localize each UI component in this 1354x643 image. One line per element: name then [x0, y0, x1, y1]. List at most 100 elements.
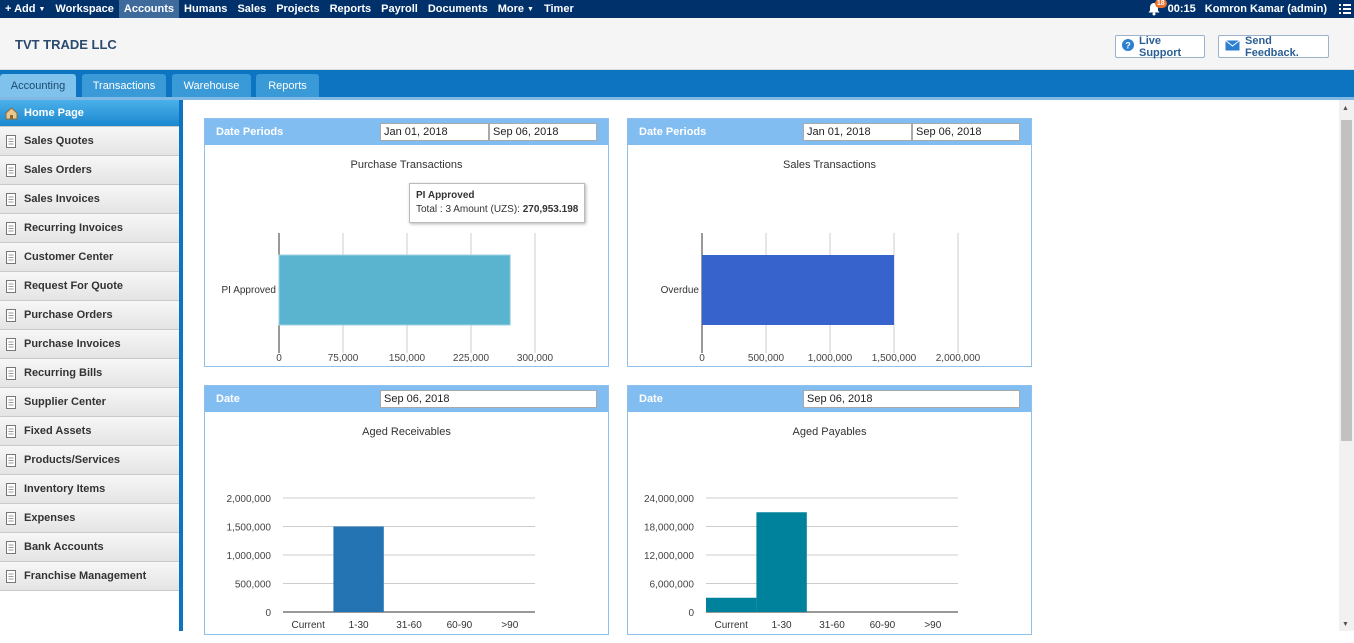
x-tick-label: 0 — [276, 353, 282, 364]
sidebar-item-home-page[interactable]: Home Page — [0, 100, 179, 127]
sidebar-item-supplier-center[interactable]: Supplier Center — [0, 388, 179, 417]
document-icon — [4, 569, 19, 584]
document-icon — [4, 482, 19, 497]
nav-item-label: Accounts — [123, 2, 175, 15]
date-to-input[interactable]: Sep 06, 2018 — [912, 123, 1020, 141]
tab-reports[interactable]: Reports — [256, 74, 319, 97]
y-tick-label: 0 — [265, 608, 271, 619]
x-tick-label: 2,000,000 — [936, 353, 981, 364]
sidebar-item-inventory-items[interactable]: Inventory Items — [0, 475, 179, 504]
sidebar-item-customer-center[interactable]: Customer Center — [0, 243, 179, 272]
notification-count-badge: 18 — [1154, 0, 1167, 8]
date-from-input[interactable]: Jan 01, 2018 — [803, 123, 912, 141]
sidebar-item-sales-orders[interactable]: Sales Orders — [0, 156, 179, 185]
nav-item-label: Documents — [427, 2, 488, 15]
sidebar-item-fixed-assets[interactable]: Fixed Assets — [0, 417, 179, 446]
document-icon — [4, 337, 19, 352]
sidebar-item-label: Bank Accounts — [24, 541, 104, 553]
date-from-input[interactable]: Jan 01, 2018 — [380, 123, 489, 141]
nav-item-documents[interactable]: Documents — [423, 0, 493, 18]
y-tick-label: 0 — [688, 608, 694, 619]
sidebar-item-request-for-quote[interactable]: Request For Quote — [0, 272, 179, 301]
user-menu[interactable]: Komron Kamar (admin) — [1204, 3, 1327, 15]
sales-transactions-panel: Date Periods Jan 01, 2018 Sep 06, 2018 S… — [627, 118, 1032, 367]
list-menu-icon[interactable] — [1338, 2, 1352, 16]
nav-item-workspace[interactable]: Workspace — [50, 0, 119, 18]
sidebar-item-products-services[interactable]: Products/Services — [0, 446, 179, 475]
sidebar-item-recurring-invoices[interactable]: Recurring Invoices — [0, 214, 179, 243]
nav-item-projects[interactable]: Projects — [271, 0, 324, 18]
sidebar-item-label: Expenses — [24, 512, 76, 524]
nav-item-label: Projects — [276, 2, 320, 15]
nav-item-payroll[interactable]: Payroll — [376, 0, 423, 18]
nav-item-timer[interactable]: Timer — [539, 0, 579, 18]
sidebar-item-bank-accounts[interactable]: Bank Accounts — [0, 533, 179, 562]
document-icon — [4, 424, 19, 439]
x-tick-label: 150,000 — [389, 353, 426, 364]
notification-bell-icon[interactable]: 18 — [1147, 0, 1167, 16]
x-tick-label: 1,500,000 — [872, 353, 917, 364]
scroll-up-arrow-icon[interactable]: ▲ — [1342, 105, 1349, 112]
sidebar-item-expenses[interactable]: Expenses — [0, 504, 179, 533]
x-category-label: >90 — [501, 620, 518, 631]
scrollbar-thumb[interactable] — [1341, 120, 1352, 441]
sidebar-item-recurring-bills[interactable]: Recurring Bills — [0, 359, 179, 388]
x-category-label: Current — [292, 620, 326, 631]
tab-accounting[interactable]: Accounting — [0, 74, 76, 97]
bar — [278, 254, 511, 326]
panel-header: Date Periods Jan 01, 2018 Sep 06, 2018 — [628, 119, 1031, 145]
x-category-label: Current — [715, 620, 749, 631]
nav-item-more[interactable]: More ▼ — [493, 0, 539, 18]
sidebar-item-label: Inventory Items — [24, 483, 106, 495]
x-category-label: 1-30 — [349, 620, 369, 631]
help-icon: ? — [1122, 39, 1134, 54]
x-category-label: 60-90 — [447, 620, 473, 631]
sidebar-item-sales-invoices[interactable]: Sales Invoices — [0, 185, 179, 214]
purchase-transactions-chart: 0 75,000 150,000 225,000 300,000 PI Approved — [222, 233, 554, 364]
chart-title: Aged Payables — [792, 426, 867, 438]
date-input[interactable]: Sep 06, 2018 — [803, 390, 1020, 408]
scroll-down-arrow-icon[interactable]: ▼ — [1342, 621, 1349, 628]
sidebar-item-label: Franchise Management — [24, 570, 147, 582]
send-feedback-button[interactable]: Send Feedback. — [1218, 34, 1329, 59]
nav-item-sales[interactable]: Sales — [232, 0, 271, 18]
document-icon — [4, 192, 19, 207]
sidebar-item-purchase-orders[interactable]: Purchase Orders — [0, 301, 179, 330]
document-icon — [4, 163, 19, 178]
sidebar-item-label: Purchase Invoices — [24, 338, 121, 350]
x-tick-label: 225,000 — [453, 353, 490, 364]
chevron-down-icon: ▼ — [38, 5, 46, 13]
sidebar-item-franchise-management[interactable]: Franchise Management — [0, 562, 179, 591]
document-icon — [4, 308, 19, 323]
date-to-input[interactable]: Sep 06, 2018 — [489, 123, 597, 141]
nav-item-label: Humans — [184, 2, 228, 15]
company-name: TVT TRADE LLC — [15, 37, 117, 52]
dashboard-main: Date Periods Jan 01, 2018 Sep 06, 2018 P… — [187, 100, 1339, 635]
sidebar-item-label: Sales Orders — [24, 164, 92, 176]
tab-transactions[interactable]: Transactions — [82, 74, 166, 97]
send-feedback-label: Send Feedback. — [1245, 34, 1299, 59]
x-tick-label: 1,000,000 — [808, 353, 853, 364]
tab-warehouse[interactable]: Warehouse — [172, 74, 251, 97]
add-menu[interactable]: + Add ▼ — [0, 0, 50, 18]
bar — [706, 597, 757, 612]
sidebar-item-sales-quotes[interactable]: Sales Quotes — [0, 127, 179, 156]
sidebar-item-purchase-invoices[interactable]: Purchase Invoices — [0, 330, 179, 359]
tooltip-text: Total : 3 Amount (UZS): — [416, 204, 523, 215]
clock-time: 00:15 — [1167, 3, 1196, 15]
envelope-icon — [1225, 39, 1240, 54]
vertical-scrollbar[interactable]: ▲ ▼ — [1339, 100, 1354, 631]
panel-header: Date Sep 06, 2018 — [205, 386, 608, 412]
panel-header: Date Periods Jan 01, 2018 Sep 06, 2018 — [205, 119, 608, 145]
sidebar-item-label: Sales Quotes — [24, 135, 94, 147]
date-label: Date — [216, 393, 240, 405]
live-support-button[interactable]: ? Live Support — [1115, 35, 1205, 59]
nav-item-accounts[interactable]: Accounts — [118, 0, 180, 18]
document-icon — [4, 511, 19, 526]
x-category-label: 1-30 — [772, 620, 792, 631]
nav-item-humans[interactable]: Humans — [179, 0, 232, 18]
nav-item-reports[interactable]: Reports — [325, 0, 377, 18]
date-input[interactable]: Sep 06, 2018 — [380, 390, 597, 408]
y-tick-label: 500,000 — [235, 580, 272, 591]
date-periods-label: Date Periods — [216, 126, 284, 138]
